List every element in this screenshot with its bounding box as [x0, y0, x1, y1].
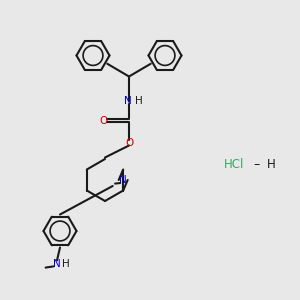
Text: O: O — [99, 116, 108, 127]
Text: N: N — [119, 175, 127, 185]
Text: H: H — [62, 259, 70, 269]
Text: –: – — [254, 158, 260, 172]
Text: H: H — [267, 158, 276, 172]
Text: N: N — [53, 259, 61, 269]
Text: HCl: HCl — [224, 158, 244, 172]
Text: O: O — [125, 137, 133, 148]
Text: H: H — [135, 95, 142, 106]
Text: N: N — [124, 95, 131, 106]
